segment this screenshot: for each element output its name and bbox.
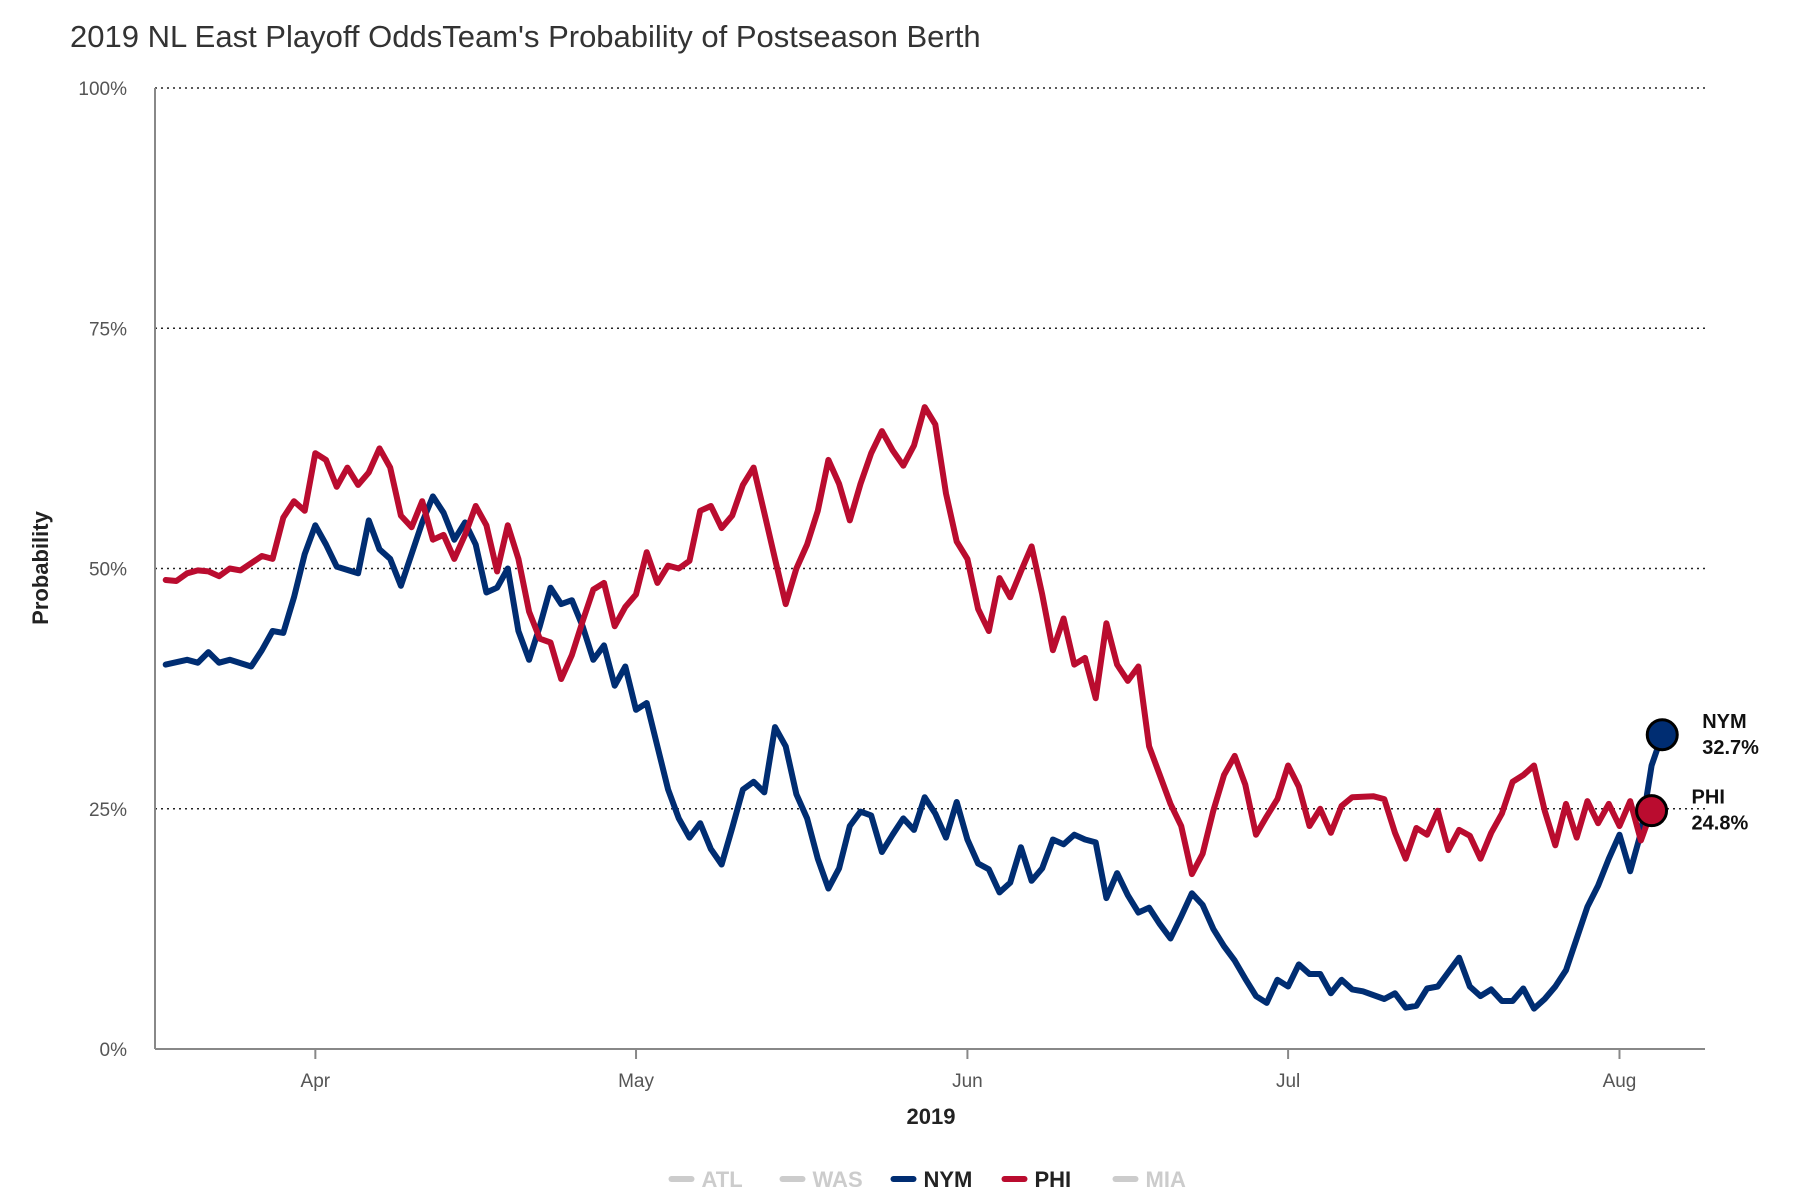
x-tick-label: May xyxy=(618,1071,654,1092)
legend-label-atl: ATL xyxy=(702,1167,743,1192)
series-line-nym xyxy=(162,493,1666,1012)
axes xyxy=(154,88,1705,1050)
series-line-phi xyxy=(162,404,1655,878)
y-tick-label: 75% xyxy=(89,319,127,340)
series-lines xyxy=(162,404,1666,1012)
series-endpoints: NYM 32.7% PHI 24.8% xyxy=(1635,711,1759,835)
legend-label-nym: NYM xyxy=(924,1167,973,1192)
endpoint-name-label: PHI xyxy=(1692,787,1725,809)
x-tick-label: Jul xyxy=(1276,1071,1300,1092)
endpoint-marker-nym xyxy=(1645,718,1679,752)
legend-label-was: WAS xyxy=(813,1167,863,1192)
y-tick-label: 25% xyxy=(89,800,127,821)
chart-title: 2019 NL East Playoff OddsTeam's Probabil… xyxy=(70,19,981,54)
y-tick-label: 50% xyxy=(89,560,127,581)
y-axis-title: Probability xyxy=(28,510,53,624)
endpoint-marker-phi xyxy=(1635,794,1669,828)
y-tick-label: 100% xyxy=(78,79,127,100)
gridlines xyxy=(155,87,1705,810)
x-tick-labels: Apr May Jun Jul Aug xyxy=(301,1049,1637,1092)
legend-label-phi: PHI xyxy=(1035,1167,1072,1192)
legend: ATL WAS NYM PHI MIA xyxy=(668,1167,1186,1192)
endpoint-name-label: NYM xyxy=(1702,711,1746,733)
y-tick-label: 0% xyxy=(100,1040,128,1061)
x-axis-title: 2019 xyxy=(907,1104,956,1129)
x-tick-label: Apr xyxy=(301,1071,331,1092)
legend-label-mia: MIA xyxy=(1146,1167,1186,1192)
endpoint-value-label: 32.7% xyxy=(1702,737,1759,759)
y-tick-labels: 0% 25% 50% 75% 100% xyxy=(78,79,127,1061)
x-tick-label: Jun xyxy=(952,1071,983,1092)
x-tick-label: Aug xyxy=(1603,1071,1637,1092)
endpoint-value-label: 24.8% xyxy=(1692,813,1749,835)
